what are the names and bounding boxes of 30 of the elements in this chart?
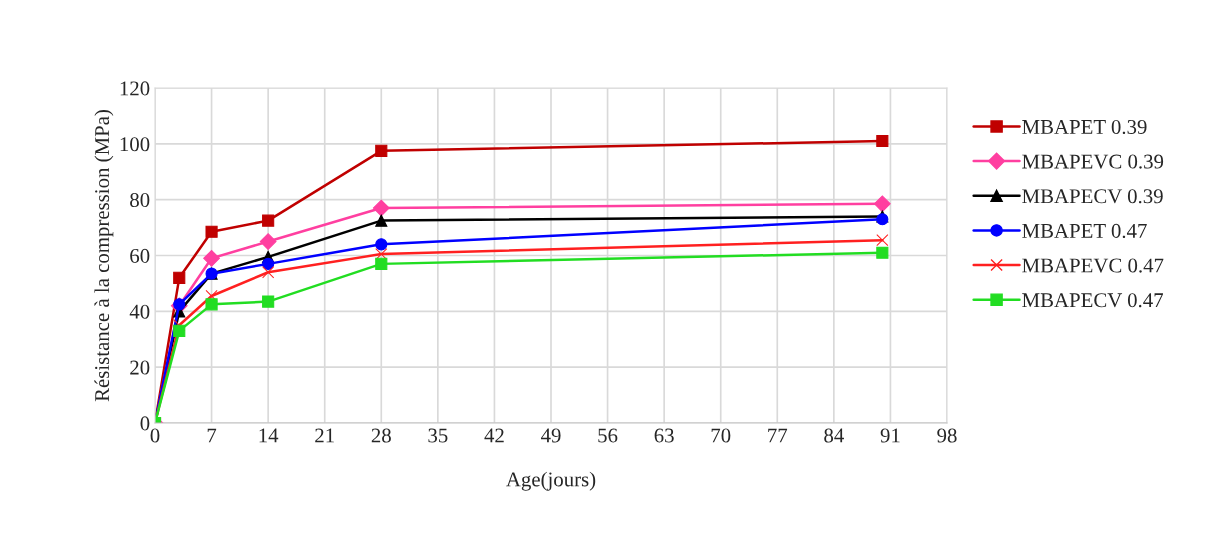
x-tick-label: 7: [207, 428, 217, 443]
x-tick-label: 70: [711, 428, 731, 443]
x-tick-label: 28: [371, 428, 391, 443]
legend-label: MBAPEVC 0.39: [1022, 154, 1164, 169]
y-tick-label: 0: [140, 416, 150, 431]
x-tick-label: 91: [880, 428, 900, 443]
x-tick-label: 21: [315, 428, 334, 443]
y-tick-label: 40: [129, 304, 150, 319]
legend-label: MBAPECV 0.39: [1022, 189, 1163, 204]
x-tick-label: 98: [937, 428, 957, 443]
x-tick-label: 77: [768, 428, 788, 443]
x-tick-label: 14: [259, 428, 279, 443]
y-tick-label: 80: [130, 193, 150, 208]
x-tick-label: 0: [150, 428, 160, 443]
x-axis-title: Age(jours): [506, 471, 596, 491]
x-tick-label: 63: [654, 428, 674, 443]
x-tick-label: 84: [824, 428, 844, 443]
x-tick-label: 35: [428, 428, 448, 443]
y-tick-label: 100: [120, 137, 150, 152]
y-tick-label: 60: [130, 248, 150, 263]
x-tick-label: 49: [540, 428, 561, 443]
legend-label: MBAPET 0.39: [1022, 119, 1147, 135]
legend-label: MBAPECV 0.47: [1022, 293, 1164, 308]
legend-label: MBAPEVC 0.47: [1022, 258, 1164, 273]
y-axis-title: Résistance à la compression (MPa): [94, 110, 114, 402]
x-tick-label: 42: [484, 428, 504, 443]
legend-label: MBAPET 0.47: [1022, 223, 1147, 238]
x-tick-label: 56: [598, 428, 618, 443]
y-tick-label: 20: [130, 360, 150, 375]
y-tick-label: 120: [120, 81, 150, 96]
